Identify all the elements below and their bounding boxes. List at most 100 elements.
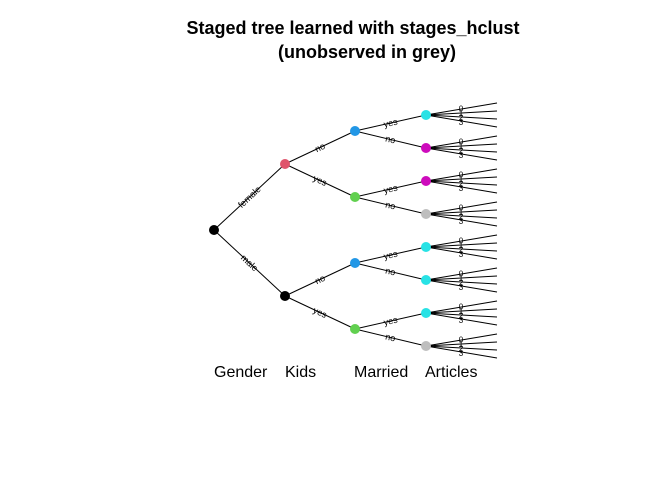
leaf-edge-articles-0 (425, 300, 498, 314)
edge-label-kids-no: no (313, 141, 326, 154)
leaf-label-articles-2: 2 (459, 344, 464, 353)
edge-married-yes (354, 180, 427, 198)
edge-kids-no (284, 262, 356, 297)
leaf-label-articles-3: 3 (459, 151, 464, 160)
tree-nodes (209, 110, 431, 351)
leaf-edge-articles-2 (425, 246, 498, 252)
leaf-label-articles-1: 1 (459, 340, 464, 349)
leaf-label-articles-3: 3 (459, 250, 464, 259)
edge-kids-yes (284, 163, 356, 198)
leaf-label-articles-3: 3 (459, 283, 464, 292)
leaf-label-articles-2: 2 (459, 146, 464, 155)
leaf-label-articles-0: 0 (459, 335, 464, 344)
variable-label-gender: Gender (214, 364, 268, 381)
edge-label-married-yes: yes (383, 248, 399, 261)
leaf-label-articles-1: 1 (459, 241, 464, 250)
edge-label-kids-no: no (313, 273, 326, 286)
leaf-label-articles-3: 3 (459, 217, 464, 226)
leaf-edge-articles-2 (425, 279, 498, 285)
leaf-edge-articles-3 (425, 147, 498, 161)
leaf-edge-articles-3 (425, 312, 498, 326)
node-married-yes (421, 308, 431, 318)
leaf-edge-articles-0 (425, 168, 498, 182)
node-kids-yes (350, 192, 360, 202)
node-gender-male (280, 291, 290, 301)
edge-label-kids-yes: yes (312, 173, 329, 188)
leaf-edge-articles-2 (425, 114, 498, 120)
edge-married-no (354, 196, 427, 215)
leaf-edge-articles-3 (425, 180, 498, 194)
leaf-label-articles-2: 2 (459, 113, 464, 122)
variable-labels: Gender Kids Married Articles (214, 364, 477, 381)
leaf-edge-articles-3 (425, 279, 498, 293)
node-kids-no (350, 258, 360, 268)
leaf-label-articles-2: 2 (459, 212, 464, 221)
edge-label-married-yes: yes (383, 314, 399, 327)
leaf-label-articles-0: 0 (459, 203, 464, 212)
leaf-edge-articles-0 (425, 234, 498, 248)
leaf-edge-articles-0 (425, 267, 498, 281)
leaf-edge-articles-1 (425, 176, 498, 182)
leaf-edge-articles-3 (425, 345, 498, 359)
leaf-edge-articles-3 (425, 213, 498, 227)
leaf-edge-articles-1 (425, 110, 498, 116)
edge-married-yes (354, 246, 427, 264)
edge-kids-yes (284, 295, 356, 330)
node-married-no-unobserved (421, 341, 431, 351)
leaf-edge-articles-2 (425, 312, 498, 318)
edge-married-yes (354, 312, 427, 330)
variable-label-kids: Kids (285, 364, 316, 381)
leaf-label-articles-1: 1 (459, 175, 464, 184)
leaf-edge-articles-2 (425, 345, 498, 351)
leaf-label-articles-0: 0 (459, 137, 464, 146)
leaf-edge-articles-2 (425, 180, 498, 186)
leaf-label-articles-1: 1 (459, 274, 464, 283)
leaf-edge-articles-2 (425, 213, 498, 219)
leaf-label-articles-3: 3 (459, 118, 464, 127)
node-kids-no (350, 126, 360, 136)
leaf-edge-articles-1 (425, 143, 498, 149)
node-gender-female (280, 159, 290, 169)
node-root (209, 225, 219, 235)
node-married-no (421, 275, 431, 285)
leaf-label-articles-0: 0 (459, 170, 464, 179)
edge-kids-no (284, 130, 356, 165)
leaf-edge-articles-0 (425, 102, 498, 116)
tree-edge-labels: femalemalenoyesnoyesyesnoyesnoyesnoyesno… (236, 104, 464, 358)
edge-gender-male (213, 229, 286, 297)
edge-married-no (354, 130, 427, 149)
edge-label-married-no: no (384, 265, 396, 277)
leaf-label-articles-2: 2 (459, 179, 464, 188)
node-kids-yes (350, 324, 360, 334)
leaf-label-articles-3: 3 (459, 349, 464, 358)
leaf-edge-articles-1 (425, 209, 498, 215)
edge-label-kids-yes: yes (312, 305, 329, 320)
node-married-no (421, 143, 431, 153)
node-married-yes (421, 176, 431, 186)
edge-label-married-no: no (384, 331, 396, 343)
edge-label-married-yes: yes (383, 116, 399, 129)
leaf-label-articles-3: 3 (459, 184, 464, 193)
leaf-edge-articles-0 (425, 201, 498, 215)
leaf-label-articles-1: 1 (459, 307, 464, 316)
edge-label-gender-female: female (236, 184, 263, 210)
leaf-label-articles-3: 3 (459, 316, 464, 325)
variable-label-married: Married (354, 364, 408, 381)
edge-label-married-yes: yes (383, 182, 399, 195)
node-married-no-unobserved (421, 209, 431, 219)
leaf-edge-articles-2 (425, 147, 498, 153)
edge-married-yes (354, 114, 427, 132)
leaf-edge-articles-1 (425, 308, 498, 314)
leaf-label-articles-1: 1 (459, 142, 464, 151)
leaf-edge-articles-0 (425, 333, 498, 347)
plot-title-line1: Staged tree learned with stages_hclust (186, 18, 519, 38)
edge-gender-female (213, 163, 286, 231)
leaf-label-articles-0: 0 (459, 236, 464, 245)
edge-married-no (354, 262, 427, 281)
node-married-yes (421, 242, 431, 252)
leaf-label-articles-0: 0 (459, 302, 464, 311)
leaf-edge-articles-1 (425, 275, 498, 281)
leaf-label-articles-0: 0 (459, 269, 464, 278)
edge-label-married-no: no (384, 199, 396, 211)
